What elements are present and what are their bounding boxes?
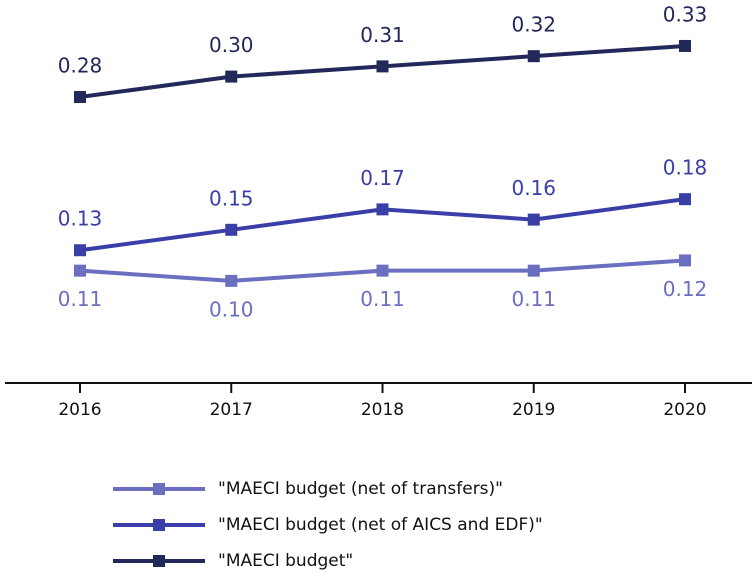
point [527,50,540,63]
x-tick-label: 2018 [361,400,404,420]
x-tick-label: 2017 [210,400,253,420]
data-label: 0.11 [360,287,405,311]
data-label: 0.32 [511,13,556,37]
data-label: 0.15 [209,186,254,210]
legend-marker [153,519,165,531]
legend-label: "MAECI budget" [218,551,353,571]
x-tick-label: 2019 [512,400,555,420]
point [225,274,238,287]
legend-label: "MAECI budget (net of transfers)" [218,479,503,499]
x-tick-label: 2020 [663,400,706,420]
point [376,264,389,277]
point [225,223,238,236]
point [679,193,691,206]
data-label: 0.10 [209,297,254,321]
data-label: 0.33 [663,2,708,26]
point [225,70,238,83]
point [74,91,86,104]
data-label: 0.17 [360,166,405,190]
x-tick-label: 2016 [58,400,101,420]
data-label: 0.11 [511,287,556,311]
point [74,244,86,257]
point [376,203,389,216]
data-label: 0.18 [663,156,708,180]
legend-marker [153,555,165,567]
point [527,264,540,277]
legend-marker [153,483,165,495]
data-label: 0.11 [58,287,103,311]
point [679,39,691,52]
point [527,213,540,226]
data-label: 0.16 [511,176,556,200]
data-label: 0.28 [58,54,103,78]
point [376,60,389,73]
data-label: 0.31 [360,23,405,47]
point [74,264,86,277]
data-label: 0.12 [663,277,708,301]
data-label: 0.30 [209,33,254,57]
data-label: 0.13 [58,207,103,231]
legend-label: "MAECI budget (net of AICS and EDF)" [218,515,543,535]
point [679,254,691,267]
